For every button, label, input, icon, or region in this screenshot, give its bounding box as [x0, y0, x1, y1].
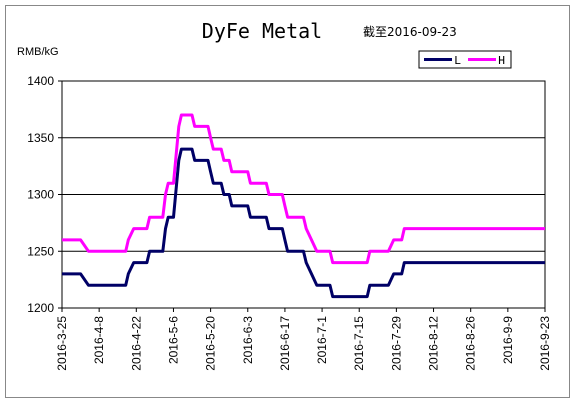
x-tick-label: 2016-3-25: [55, 316, 69, 371]
x-tick-label: 2016-7-15: [352, 316, 366, 371]
y-tick-label: 1300: [27, 188, 54, 202]
chart-subtitle: 截至2016-09-23: [363, 25, 457, 39]
x-tick-label: 2016-8-26: [464, 316, 478, 371]
x-tick-label: 2016-8-12: [427, 316, 441, 371]
x-tick-label: 2016-5-6: [166, 316, 180, 364]
series-lines: [62, 113, 545, 299]
x-axis: 2016-3-25 2016-4-8 2016-4-22 2016-5-6 2016-5…: [55, 308, 552, 371]
y-tick-label: 1250: [27, 244, 54, 258]
x-tick-label: 2016-7-29: [389, 316, 403, 371]
x-tick-label: 2016-5-20: [204, 316, 218, 371]
legend-box: [418, 50, 512, 69]
y-axis-unit: RMB/kG: [17, 46, 59, 58]
y-tick-label: 1350: [27, 131, 54, 145]
x-tick-label: 2016-9-9: [501, 316, 515, 364]
chart-title: DyFe Metal: [202, 19, 322, 43]
x-tick-label: 2016-4-8: [92, 316, 106, 364]
x-tick-label: 2016-6-3: [241, 316, 255, 364]
x-tick-label: 2016-4-22: [129, 316, 143, 371]
y-axis: 1200 1250 1300 1350 1400: [27, 74, 62, 315]
series-line-h: [62, 113, 545, 265]
x-tick-label: 2016-6-17: [278, 316, 292, 371]
x-tick-label: 2016-9-23: [538, 316, 552, 371]
y-tick-label: 1200: [27, 301, 54, 315]
legend: L H: [418, 50, 512, 69]
legend-label-l: L: [454, 54, 461, 68]
x-tick-label: 2016-7-1: [315, 316, 329, 364]
series-line-l: [62, 147, 545, 299]
y-tick-label: 1400: [27, 74, 54, 88]
legend-label-h: H: [498, 54, 505, 68]
